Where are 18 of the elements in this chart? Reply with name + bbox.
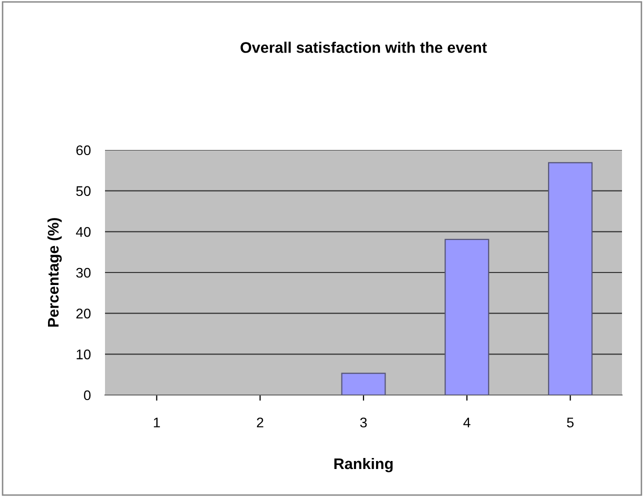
y-tick-label: 60 — [76, 145, 91, 156]
bar — [548, 162, 593, 395]
y-axis-title: Percentage (%) — [47, 218, 62, 327]
x-tick-label: 4 — [463, 418, 470, 428]
x-tick-label: 1 — [154, 418, 160, 428]
chart-title: Overall satisfaction with the event — [240, 42, 487, 53]
y-tick-label: 10 — [76, 350, 91, 360]
y-tick-label: 20 — [76, 308, 91, 319]
y-tick-label: 40 — [76, 227, 91, 237]
x-axis-title: Ranking — [334, 458, 393, 472]
bar — [444, 238, 490, 395]
x-tick-label: 5 — [566, 418, 574, 428]
x-tick-label: 3 — [360, 418, 367, 428]
y-tick-label: 50 — [76, 186, 91, 196]
y-tick-label: 0 — [84, 390, 91, 400]
y-tick-label: 30 — [76, 268, 91, 278]
x-tick-label: 2 — [256, 418, 264, 428]
bar — [341, 372, 386, 395]
